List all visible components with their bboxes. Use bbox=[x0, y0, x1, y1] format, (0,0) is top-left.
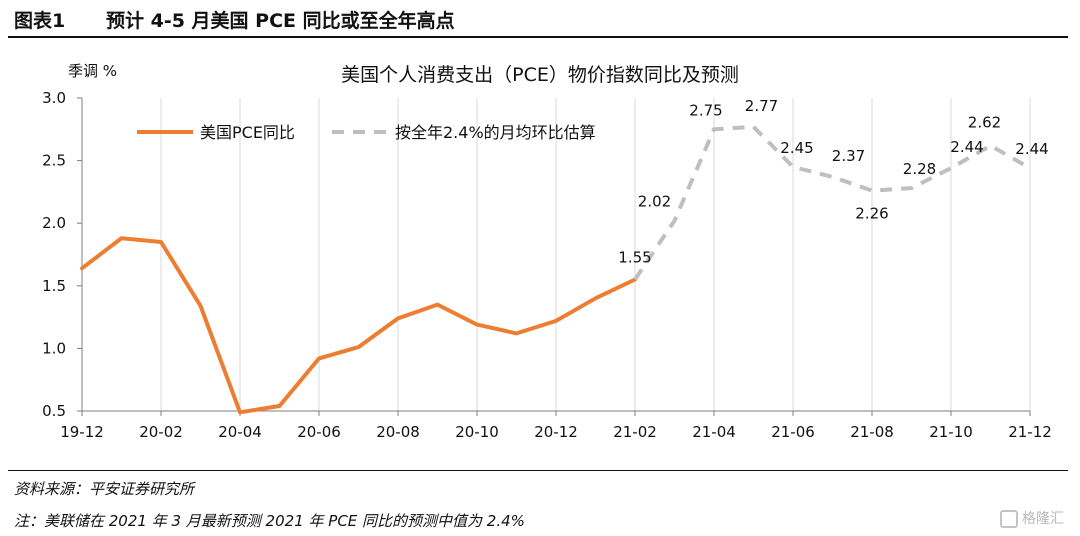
watermark: 格隆汇 bbox=[1000, 508, 1064, 528]
watermark-text: 格隆汇 bbox=[1022, 511, 1064, 527]
y-tick-label: 3.0 bbox=[42, 89, 66, 107]
y-axis-label: 季调 % bbox=[68, 62, 118, 80]
y-tick-label: 1.5 bbox=[42, 277, 66, 295]
watermark-logo-icon bbox=[1000, 510, 1018, 528]
footer-divider bbox=[8, 470, 1068, 471]
data-label: 2.62 bbox=[968, 114, 1001, 132]
figure-number: 图表1 bbox=[14, 10, 66, 32]
legend-label-pce: 美国PCE同比 bbox=[200, 123, 295, 142]
footnote: 注：美联储在 2021 年 3 月最新预测 2021 年 PCE 同比的预测中值… bbox=[14, 512, 525, 530]
data-label: 2.44 bbox=[1015, 140, 1048, 158]
data-label: 2.28 bbox=[903, 160, 936, 178]
x-tick-label: 21-04 bbox=[692, 423, 736, 441]
chart-title: 美国个人消费支出（PCE）物价指数同比及预测 bbox=[341, 64, 739, 86]
x-tick-label: 21-08 bbox=[850, 423, 894, 441]
data-label: 1.55 bbox=[618, 249, 651, 267]
series-line-pce bbox=[80, 236, 637, 415]
y-tick-label: 1.0 bbox=[42, 339, 66, 357]
y-tick-label: 2.0 bbox=[42, 214, 66, 232]
series-line-forecast bbox=[633, 124, 1031, 281]
data-label: 2.26 bbox=[855, 205, 888, 223]
data-label: 2.75 bbox=[689, 101, 722, 119]
x-tick-label: 20-12 bbox=[534, 423, 578, 441]
x-tick-label: 20-02 bbox=[139, 423, 183, 441]
x-tick-label: 19-12 bbox=[60, 423, 104, 441]
y-tick-label: 0.5 bbox=[42, 402, 66, 420]
x-tick-label: 21-06 bbox=[771, 423, 815, 441]
x-tick-label: 20-08 bbox=[376, 423, 420, 441]
data-label: 2.37 bbox=[832, 147, 865, 165]
x-tick-label: 21-02 bbox=[613, 423, 657, 441]
data-label: 2.44 bbox=[950, 138, 983, 156]
x-tick-label: 20-10 bbox=[455, 423, 499, 441]
x-tick-label: 21-12 bbox=[1008, 423, 1052, 441]
x-tick-label: 20-04 bbox=[218, 423, 262, 441]
y-tick-label: 2.5 bbox=[42, 152, 66, 170]
figure-header: 图表1 预计 4-5 月美国 PCE 同比或至全年高点 bbox=[0, 0, 1080, 38]
x-tick-label: 21-10 bbox=[929, 423, 973, 441]
header-divider bbox=[8, 36, 1068, 38]
figure-title: 预计 4-5 月美国 PCE 同比或至全年高点 bbox=[106, 10, 455, 32]
x-tick-label: 20-06 bbox=[297, 423, 341, 441]
legend-label-forecast: 按全年2.4%的月均环比估算 bbox=[395, 123, 596, 142]
data-label: 2.45 bbox=[780, 139, 813, 157]
line-chart: 0.5 1.0 1.5 2.0 2.5 3.0 19-12 20-02 20-04 20-06 20… bbox=[42, 89, 1052, 441]
data-label: 2.02 bbox=[638, 193, 671, 211]
data-label: 2.77 bbox=[745, 97, 778, 115]
source-note: 资料来源：平安证券研究所 bbox=[14, 480, 195, 498]
